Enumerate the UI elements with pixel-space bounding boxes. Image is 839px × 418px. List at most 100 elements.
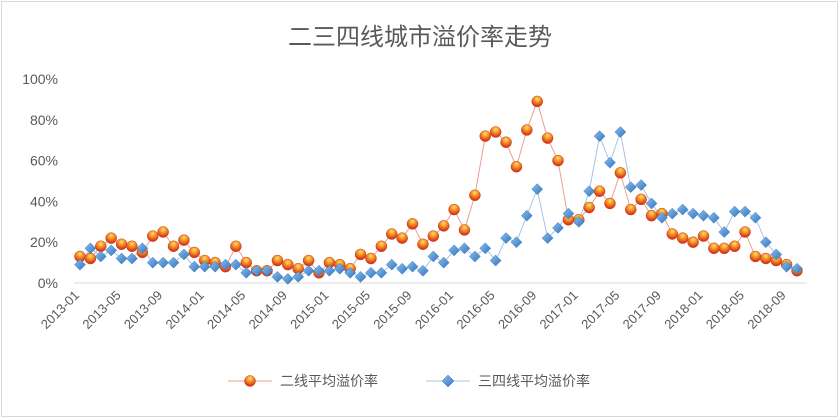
- series-1-point: [687, 236, 699, 248]
- legend-label-series-2: 三四线平均溢价率: [478, 373, 590, 390]
- y-tick-label: 40%: [30, 193, 58, 209]
- series-1-point: [593, 185, 606, 197]
- series-2-point: [323, 264, 336, 277]
- series-2-point: [427, 250, 440, 263]
- series-2-point: [94, 250, 107, 263]
- series-2-point: [728, 205, 741, 218]
- legend-label-series-1: 二线平均溢价率: [280, 373, 378, 390]
- series-2-point: [541, 232, 554, 244]
- series-2-point: [666, 207, 679, 220]
- series-1-point: [489, 126, 502, 138]
- series-2-point: [697, 209, 710, 222]
- series-markers: [74, 95, 803, 285]
- series-2-point: [115, 252, 128, 265]
- legend-item-series-2: 三四线平均溢价率: [426, 373, 590, 390]
- x-tick-label: 2013-01: [38, 288, 82, 332]
- series-2-point: [708, 211, 720, 224]
- series-1-point: [365, 252, 377, 265]
- series-2-point: [469, 250, 481, 263]
- series-1-point: [583, 201, 595, 214]
- series-2-point: [624, 181, 637, 193]
- series-2-point: [74, 258, 86, 271]
- series-1-point: [697, 230, 710, 242]
- series-1-point: [406, 218, 419, 230]
- series-1-point: [437, 220, 450, 232]
- series-2-point: [105, 244, 118, 257]
- series-2-point: [313, 264, 325, 277]
- x-tick-label: 2018-05: [703, 288, 747, 332]
- series-1-point: [354, 248, 367, 261]
- series-1-point: [666, 228, 679, 240]
- series-2-point: [645, 197, 658, 210]
- legend: 二线平均溢价率 三四线平均溢价率: [228, 373, 590, 390]
- series-1-point: [500, 136, 512, 148]
- series-2-point: [687, 207, 699, 220]
- series-1-point: [635, 193, 647, 206]
- series-1-point: [105, 232, 117, 244]
- x-tick-label: 2013-09: [121, 288, 165, 332]
- series-2-point: [167, 256, 180, 269]
- series-1-point: [84, 252, 97, 265]
- series-2-point: [84, 242, 97, 255]
- series-2-point: [250, 264, 263, 277]
- series-2-point: [479, 242, 492, 255]
- series-1-point: [95, 240, 107, 253]
- series-2-point: [770, 248, 783, 261]
- series-1-point: [624, 203, 637, 216]
- series-1-point: [531, 95, 543, 108]
- series-2-point: [302, 264, 315, 277]
- series-2-point: [292, 271, 305, 283]
- series-1-point: [645, 209, 658, 222]
- x-tick-label: 2018-09: [744, 288, 788, 332]
- series-2-point: [354, 271, 367, 283]
- y-tick-label: 0%: [38, 275, 58, 291]
- x-tick-label: 2015-05: [329, 288, 373, 332]
- series-2-point: [739, 205, 751, 218]
- series-1-point: [479, 130, 492, 142]
- series-2-point: [136, 242, 149, 255]
- series-2-point: [396, 262, 408, 275]
- series-2-point: [510, 236, 523, 249]
- series-1-point: [230, 240, 242, 253]
- series-1-point: [541, 132, 554, 144]
- x-tick-label: 2018-01: [661, 288, 705, 332]
- x-tick-label: 2015-09: [370, 288, 414, 332]
- series-2-point: [406, 260, 419, 273]
- chart-title: 二三四线城市溢价率走势: [288, 23, 552, 51]
- series-2-point: [209, 260, 221, 273]
- series-1-point: [614, 167, 627, 179]
- series-2-point: [375, 266, 388, 279]
- series-1-point: [749, 250, 762, 263]
- series-1-point: [604, 197, 616, 210]
- series-1-point: [126, 240, 138, 253]
- x-tick-label: 2017-05: [578, 288, 622, 332]
- series-1-point: [708, 242, 720, 255]
- series-2-point: [759, 236, 772, 249]
- series-2-point: [448, 244, 460, 257]
- x-tick-label: 2017-09: [620, 288, 664, 332]
- series-2-point: [583, 185, 596, 198]
- series-1-point: [728, 240, 741, 253]
- series-1-point: [417, 238, 429, 250]
- series-1-point: [375, 240, 388, 253]
- series-2-point: [458, 242, 471, 255]
- series-2-point: [676, 203, 689, 216]
- series-2-point: [157, 256, 169, 269]
- series-2-point: [604, 156, 616, 169]
- series-1-point: [739, 226, 751, 238]
- series-2-point: [219, 258, 232, 271]
- series-2-point: [656, 211, 668, 224]
- series-2-point: [520, 209, 533, 222]
- series-1-point: [167, 240, 180, 253]
- series-1-point: [271, 254, 284, 267]
- series-1-point: [510, 160, 523, 173]
- series-2-point: [281, 273, 294, 285]
- series-1-point: [178, 234, 190, 246]
- series-1-point: [282, 258, 294, 271]
- series-1-point: [676, 232, 689, 244]
- series-2-point: [718, 226, 731, 238]
- x-tick-label: 2016-05: [453, 288, 497, 332]
- legend-item-series-1: 二线平均溢价率: [228, 373, 378, 390]
